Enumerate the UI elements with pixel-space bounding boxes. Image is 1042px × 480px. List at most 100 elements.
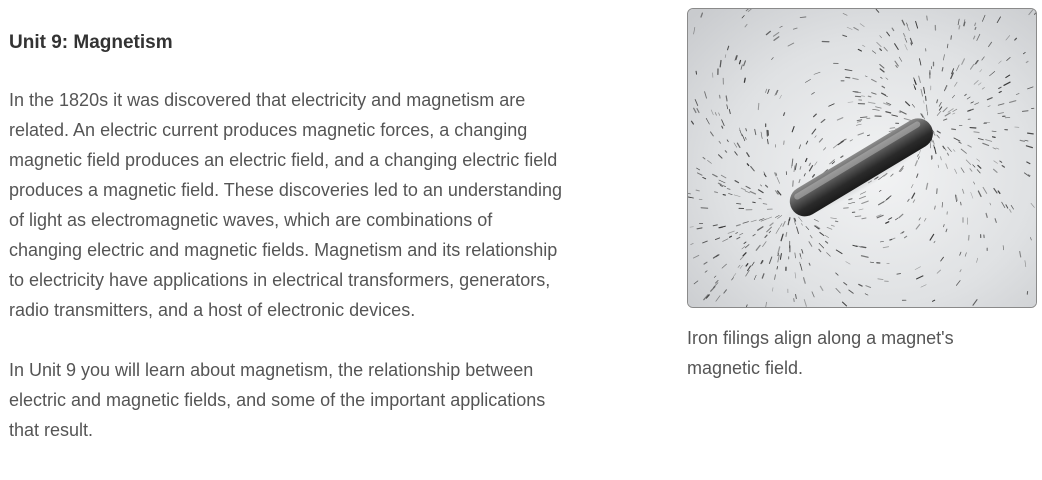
iron-filing (835, 249, 843, 255)
iron-filing (728, 193, 733, 195)
iron-filing (840, 155, 844, 159)
iron-filing (867, 101, 876, 104)
iron-filing (814, 135, 817, 138)
iron-filing (931, 299, 936, 302)
iron-filing (861, 95, 866, 97)
iron-filing (852, 77, 859, 81)
iron-filing (849, 139, 853, 142)
iron-filing (992, 147, 997, 150)
iron-filing (880, 76, 883, 79)
iron-filing (782, 220, 786, 227)
iron-filing (769, 222, 774, 227)
iron-filing (888, 217, 893, 220)
iron-filing (925, 104, 928, 112)
iron-filing (919, 58, 922, 66)
iron-filing (914, 160, 918, 167)
iron-filing (777, 246, 781, 254)
iron-filing (693, 27, 696, 35)
iron-filing (975, 59, 979, 65)
iron-filing (858, 208, 864, 211)
iron-filing (794, 272, 797, 279)
iron-filing (982, 14, 986, 22)
iron-filing (894, 43, 899, 50)
iron-filing (726, 45, 730, 51)
iron-filing (731, 277, 734, 281)
iron-filing (964, 93, 967, 97)
iron-filing (932, 140, 935, 145)
iron-filing (702, 176, 707, 180)
iron-filing (886, 102, 892, 105)
iron-filing (818, 138, 823, 143)
iron-filing (845, 261, 851, 265)
iron-filing (939, 156, 942, 161)
iron-filing (902, 32, 906, 38)
iron-filing (776, 177, 780, 184)
iron-filing (986, 97, 993, 101)
iron-filing (934, 146, 937, 155)
iron-filing (782, 112, 786, 117)
iron-filing (860, 255, 869, 258)
iron-filing (774, 190, 779, 195)
iron-filing (779, 94, 782, 99)
iron-filing (1005, 204, 1009, 209)
iron-filing (765, 301, 767, 307)
iron-filing (899, 110, 907, 115)
iron-filing (715, 279, 719, 284)
iron-filing (714, 237, 721, 241)
iron-filing (830, 224, 835, 227)
iron-filing (941, 67, 944, 72)
iron-filing (857, 132, 865, 136)
iron-filing (988, 41, 993, 48)
iron-filing (998, 60, 1002, 64)
iron-filing (835, 272, 839, 276)
iron-filing (808, 164, 814, 172)
iron-filing (758, 218, 765, 221)
iron-filing (940, 256, 944, 262)
iron-filing (718, 225, 726, 229)
iron-filing (768, 230, 771, 234)
iron-filing (970, 192, 974, 199)
iron-filing (820, 118, 826, 123)
iron-filing (744, 23, 748, 28)
iron-filing (712, 254, 719, 259)
iron-filing (735, 232, 738, 234)
iron-filing (758, 197, 762, 200)
iron-filing (816, 227, 820, 230)
iron-filing (879, 48, 883, 52)
iron-filing (904, 44, 908, 51)
iron-filing (811, 174, 816, 178)
iron-filing (861, 246, 867, 248)
iron-filing (814, 225, 821, 230)
iron-filing (915, 223, 921, 230)
iron-filing (997, 103, 1005, 106)
iron-filing (943, 85, 948, 92)
iron-filing (921, 113, 926, 120)
iron-filing (945, 85, 948, 91)
iron-filing (904, 101, 911, 107)
iron-filing (954, 81, 958, 87)
iron-filing (923, 86, 926, 94)
iron-filing (832, 144, 838, 149)
iron-filing (734, 55, 737, 61)
iron-filing (765, 30, 771, 36)
iron-filing (757, 226, 764, 231)
iron-filing (813, 219, 819, 222)
iron-filing (726, 139, 729, 143)
iron-filing (869, 261, 875, 264)
iron-filing (746, 152, 750, 158)
iron-filing (718, 112, 720, 116)
iron-filing (926, 15, 928, 21)
iron-filing (947, 108, 954, 113)
iron-filing (904, 235, 908, 239)
iron-filing (856, 119, 863, 122)
iron-filing (993, 187, 998, 194)
iron-filing (800, 223, 803, 226)
iron-filing (803, 173, 806, 177)
iron-filing (976, 257, 978, 263)
iron-filing (763, 171, 766, 175)
iron-filing (974, 22, 977, 27)
iron-filing (858, 195, 866, 200)
iron-filing (878, 201, 885, 206)
iron-filing (848, 289, 854, 294)
iron-filing (697, 172, 703, 176)
